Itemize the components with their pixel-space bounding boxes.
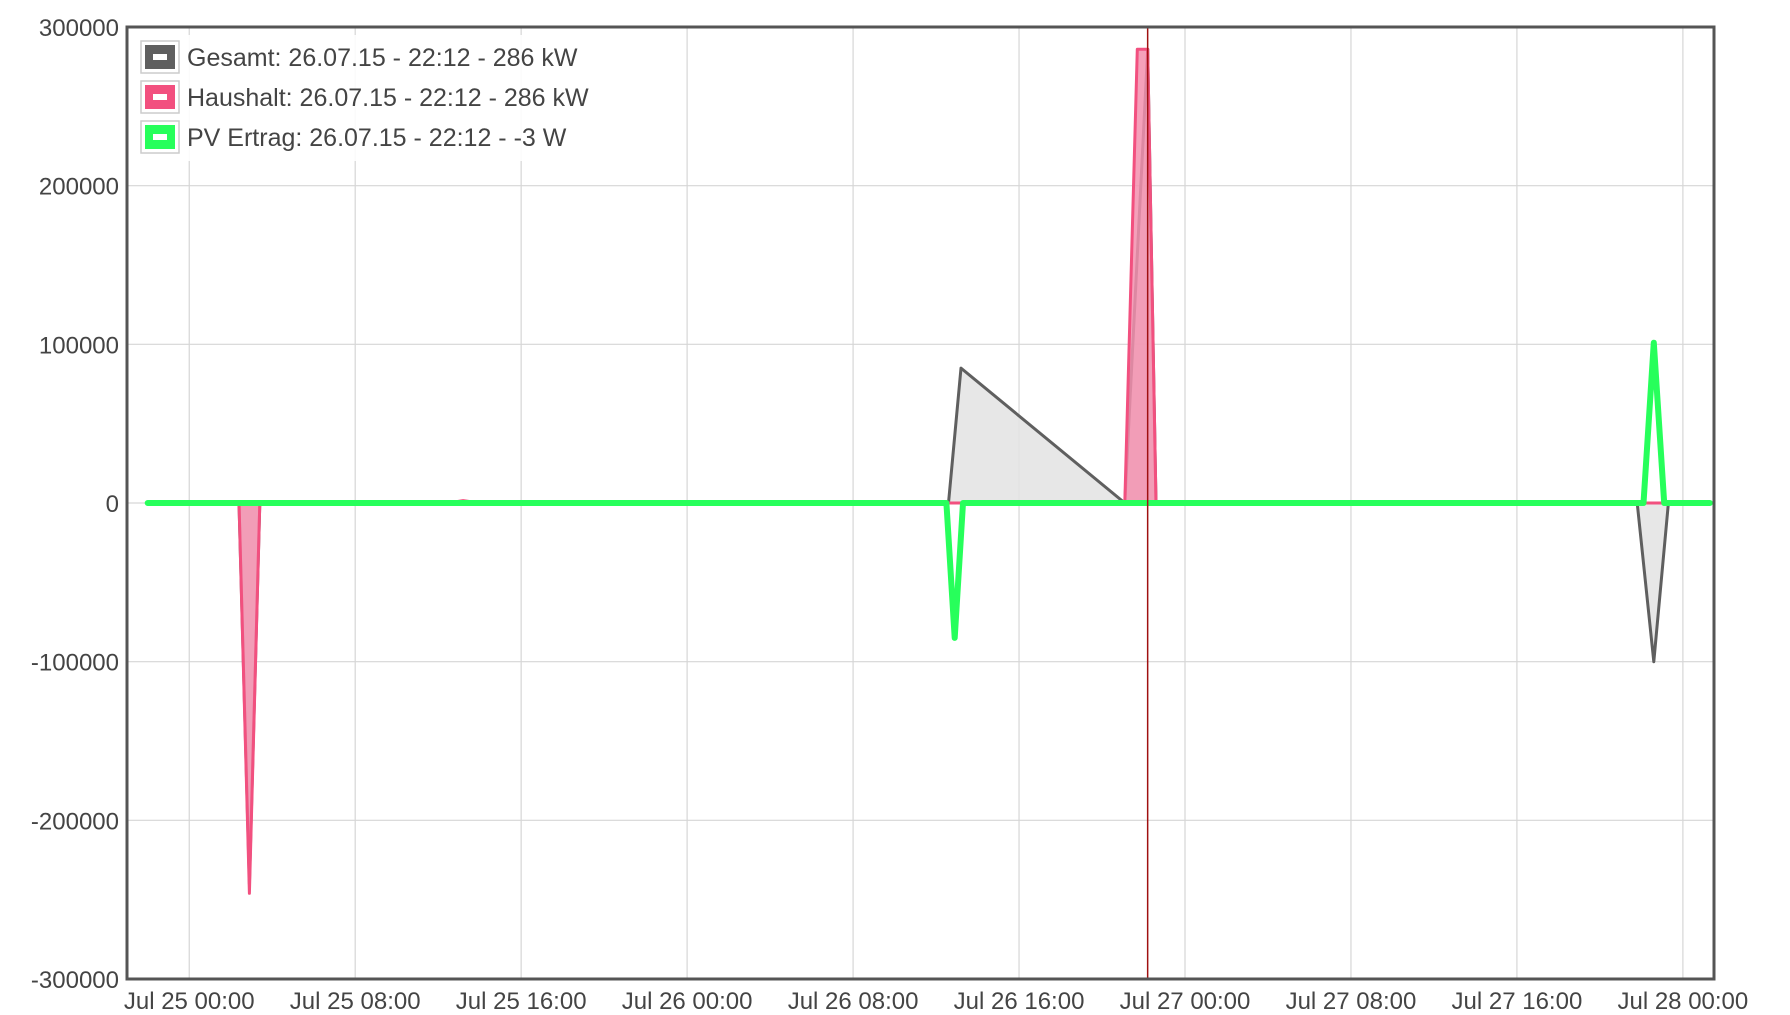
legend[interactable]: Gesamt: 26.07.15 - 22:12 - 286 kW Haushal… xyxy=(139,35,617,161)
legend-swatch-mark xyxy=(153,134,167,140)
legend-item[interactable]: PV Ertrag: 26.07.15 - 22:12 - -3 W xyxy=(140,120,567,154)
series-line-pv-ertrag xyxy=(144,339,1713,641)
y-tick-label: 300000 xyxy=(39,15,119,42)
x-tick-label: Jul 25 08:00 xyxy=(290,988,421,1010)
legend-label: Gesamt: 26.07.15 - 22:12 - 286 kW xyxy=(187,44,578,72)
x-tick-label: Jul 27 16:00 xyxy=(1452,988,1583,1010)
y-tick-label: -200000 xyxy=(31,808,119,835)
plot-frame xyxy=(125,25,1716,981)
x-tick-label: Jul 25 00:00 xyxy=(124,988,255,1010)
x-tick-label: Jul 27 00:00 xyxy=(1120,988,1251,1010)
x-tick-label: Jul 26 00:00 xyxy=(622,988,753,1010)
legend-swatch-mark xyxy=(153,94,167,100)
y-tick-label: -100000 xyxy=(31,650,119,677)
series-layer xyxy=(144,27,1713,979)
y-tick-label: -300000 xyxy=(31,967,119,994)
x-tick-label: Jul 26 08:00 xyxy=(788,988,919,1010)
y-tick-label: 100000 xyxy=(39,332,119,359)
x-tick-label: Jul 25 16:00 xyxy=(456,988,587,1010)
x-tick-label: Jul 27 08:00 xyxy=(1286,988,1417,1010)
legend-item[interactable]: Gesamt: 26.07.15 - 22:12 - 286 kW xyxy=(140,40,578,74)
y-tick-label: 200000 xyxy=(39,174,119,201)
legend-swatch-mark xyxy=(153,54,167,60)
legend-label: Haushalt: 26.07.15 - 22:12 - 286 kW xyxy=(187,84,589,112)
legend-label: PV Ertrag: 26.07.15 - 22:12 - -3 W xyxy=(187,124,567,152)
legend-item[interactable]: Haushalt: 26.07.15 - 22:12 - 286 kW xyxy=(140,80,589,114)
y-tick-label: 0 xyxy=(106,491,119,518)
x-tick-label: Jul 26 16:00 xyxy=(954,988,1085,1010)
x-tick-label: Jul 28 00:00 xyxy=(1617,988,1748,1010)
legend-box xyxy=(139,35,617,161)
